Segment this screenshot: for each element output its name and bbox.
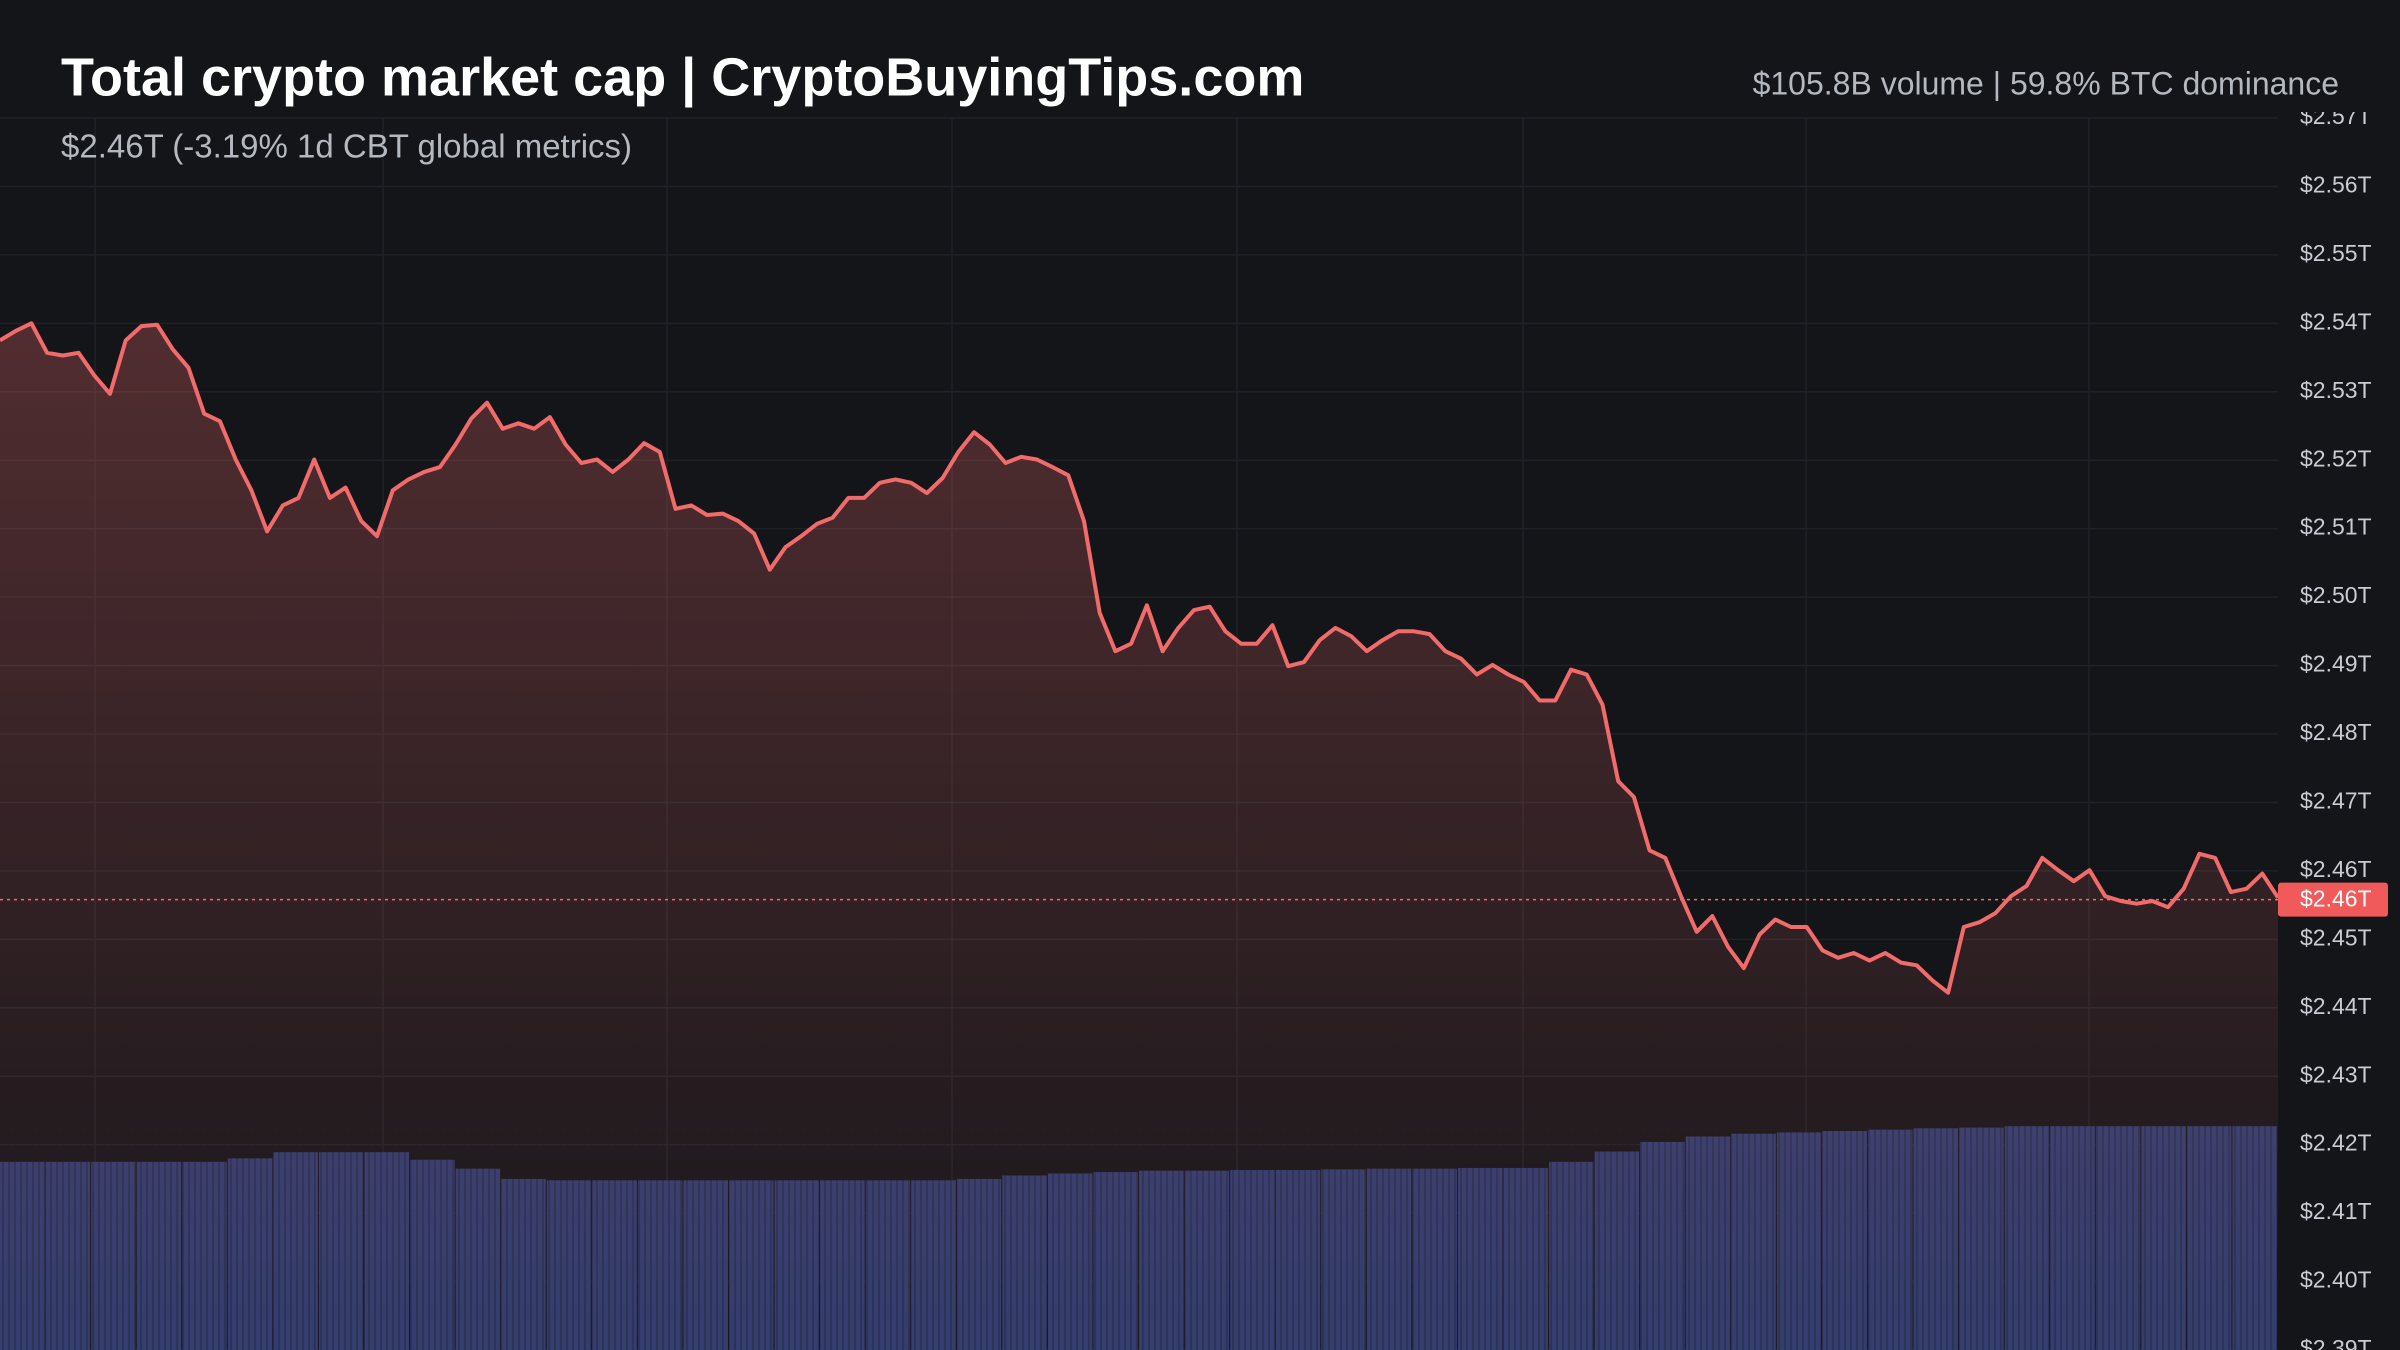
y-tick-label: $2.45T (2300, 924, 2372, 950)
y-tick-label: $2.53T (2300, 377, 2372, 403)
y-tick-label: $2.43T (2300, 1061, 2372, 1087)
chart-subtitle: $2.46T (-3.19% 1d CBT global metrics) (61, 128, 632, 165)
price-line (0, 321, 2280, 995)
header-stats: $105.8B volume | 59.8% BTC dominance (1753, 65, 2339, 101)
y-tick-label: $2.51T (2300, 514, 2372, 540)
area (0, 323, 2278, 1350)
y-tick-label: $2.49T (2300, 651, 2372, 677)
y-tick-label: $2.46T (2300, 856, 2372, 882)
y-tick-label: $2.55T (2300, 240, 2372, 266)
y-tick-label: $2.56T (2300, 172, 2372, 198)
current-price-badge (2278, 882, 2388, 917)
y-tick-label: $2.54T (2300, 308, 2372, 334)
y-tick-label: $2.52T (2300, 445, 2372, 471)
y-tick-label: $2.50T (2300, 582, 2372, 608)
plot-area: $2.39T $2.40T $2.41T $2.42T $2.43T $2.44T $2.4… (0, 103, 2388, 1350)
y-tick-label: $2.48T (2300, 719, 2372, 745)
current-price-label: $2.46T (2300, 886, 2372, 912)
header: Total crypto market cap | CryptoBuyingTi… (0, 0, 2400, 165)
y-tick-label: $2.39T (2300, 1335, 2372, 1350)
y-tick-label: $2.41T (2300, 1198, 2372, 1224)
chart-title: Total crypto market cap | CryptoBuyingTi… (61, 47, 1304, 108)
y-tick-label: $2.47T (2300, 788, 2372, 814)
y-tick-label: $2.44T (2300, 993, 2372, 1019)
y-tick-label: $2.42T (2300, 1130, 2372, 1156)
y-tick-label: $2.40T (2300, 1267, 2372, 1293)
header-background (0, 0, 2400, 112)
